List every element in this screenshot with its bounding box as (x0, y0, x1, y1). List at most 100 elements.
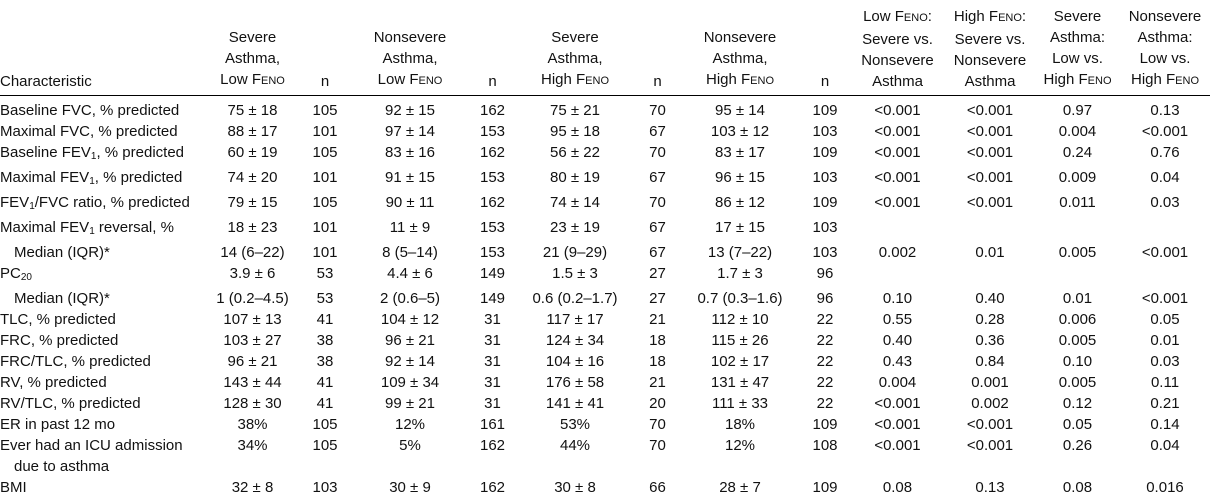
table-cell: 79 ± 15 (205, 192, 300, 217)
table-cell: 105 (300, 192, 350, 217)
table-cell: 17 ± 15 (680, 217, 800, 242)
table-cell: 70 (635, 192, 680, 217)
table-cell: 115 ± 26 (680, 330, 800, 351)
table-cell: <0.001 (945, 96, 1035, 122)
table-cell: <0.001 (1120, 121, 1210, 142)
column-header-characteristic: Characteristic (0, 0, 205, 96)
table-cell: 101 (300, 121, 350, 142)
row-label: TLC, % predicted (0, 309, 205, 330)
table-cell: 5% (350, 435, 470, 456)
table-cell (1035, 263, 1120, 288)
table-cell: 162 (470, 435, 515, 456)
table-cell: 13 (7–22) (680, 242, 800, 263)
table-cell: 96 ± 21 (350, 330, 470, 351)
row-label: FRC/TLC, % predicted (0, 351, 205, 372)
table-cell: 0.14 (1120, 414, 1210, 435)
table-cell: 0.04 (1120, 167, 1210, 192)
header-line: Low vs. (1140, 50, 1191, 67)
table-cell: 0.6 (0.2–1.7) (515, 288, 635, 309)
table-cell: 8 (5–14) (350, 242, 470, 263)
table-cell: 111 ± 33 (680, 393, 800, 414)
table-cell: 0.28 (945, 309, 1035, 330)
table-cell: 74 ± 20 (205, 167, 300, 192)
table-cell: 0.43 (850, 351, 945, 372)
table-cell: 0.36 (945, 330, 1035, 351)
table-cell: 74 ± 14 (515, 192, 635, 217)
column-header: n (300, 0, 350, 96)
table-cell: 22 (800, 372, 850, 393)
table-cell: 0.84 (945, 351, 1035, 372)
table-cell: 103 (800, 167, 850, 192)
table-cell: 162 (470, 142, 515, 167)
table-cell: 0.005 (1035, 372, 1120, 393)
table-cell: 0.10 (850, 288, 945, 309)
table-cell: 27 (635, 288, 680, 309)
table-cell: <0.001 (850, 142, 945, 167)
table-cell: 96 ± 15 (680, 167, 800, 192)
header-line: Severe (1054, 8, 1102, 25)
table-cell (945, 217, 1035, 242)
header-subscript: ENO (419, 75, 443, 87)
table-cell: 0.05 (1120, 309, 1210, 330)
row-label-subscript: 20 (21, 272, 32, 283)
header-line: Severe vs. (862, 31, 933, 48)
row-label: FRC, % predicted (0, 330, 205, 351)
header-suffix: : (1022, 8, 1026, 25)
table-cell: 75 ± 21 (515, 96, 635, 122)
table-cell: 0.76 (1120, 142, 1210, 167)
table-cell: 0.006 (1035, 309, 1120, 330)
table-cell: 18 (635, 351, 680, 372)
table-cell: 97 ± 14 (350, 121, 470, 142)
header-line: Asthma: (1050, 29, 1105, 46)
table-cell: 92 ± 15 (350, 96, 470, 122)
table-cell: 0.08 (1035, 477, 1120, 498)
table-cell: 0.08 (850, 477, 945, 498)
table-cell: 38 (300, 330, 350, 351)
header-line: n (488, 73, 496, 90)
header-line: Severe (229, 29, 277, 46)
table-cell: 108 (800, 435, 850, 456)
table-cell: 0.40 (945, 288, 1035, 309)
row-label: RV/TLC, % predicted (0, 393, 205, 414)
table-cell: 30 ± 9 (350, 477, 470, 498)
table-cell: 105 (300, 142, 350, 167)
header-line: Severe vs. (955, 31, 1026, 48)
table-cell: <0.001 (945, 414, 1035, 435)
table-cell (515, 456, 635, 477)
header-subscript: ENO (904, 12, 928, 24)
table-cell: 30 ± 8 (515, 477, 635, 498)
header-line: Low vs. (1052, 50, 1103, 67)
header-line: Nonsevere (861, 52, 934, 69)
header-line: High F (541, 71, 585, 88)
row-label: Maximal FEV1, % predicted (0, 167, 205, 192)
table-cell: <0.001 (1120, 242, 1210, 263)
table-cell: 0.009 (1035, 167, 1120, 192)
table-cell: 67 (635, 242, 680, 263)
table-cell: 1.5 ± 3 (515, 263, 635, 288)
header-line: Low F (378, 71, 419, 88)
table-cell: 80 ± 19 (515, 167, 635, 192)
table-cell: 41 (300, 372, 350, 393)
header-line: n (653, 73, 661, 90)
table-cell: 31 (470, 372, 515, 393)
table-cell: 103 (300, 477, 350, 498)
table-cell: 161 (470, 414, 515, 435)
table-cell: 86 ± 12 (680, 192, 800, 217)
row-label: Median (IQR)* (0, 288, 205, 309)
header-line: High F (954, 8, 998, 25)
table-cell: 0.011 (1035, 192, 1120, 217)
table-cell (1120, 263, 1210, 288)
table-cell: <0.001 (850, 414, 945, 435)
table-cell: 0.03 (1120, 192, 1210, 217)
table-cell: 83 ± 17 (680, 142, 800, 167)
row-label-text: Baseline FEV (0, 144, 91, 161)
table-cell: 0.05 (1035, 414, 1120, 435)
